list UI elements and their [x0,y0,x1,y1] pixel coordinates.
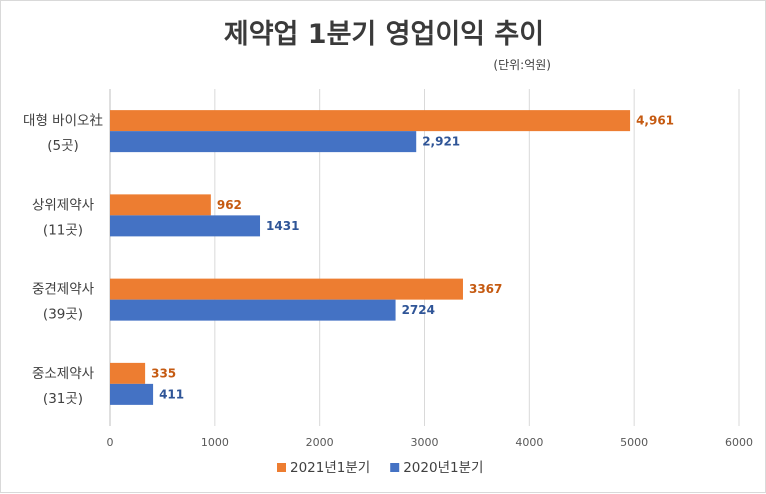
x-tick-label: 6000 [725,436,753,449]
category-label: 대형 바이오社 [23,113,103,129]
data-label: 2724 [402,303,435,317]
data-label: 962 [217,198,242,212]
bar-0-2 [110,278,463,300]
bar-1-3 [110,383,154,405]
legend-label: 2020년1분기 [403,460,483,476]
chart-title: 제약업 1분기 영업이익 추이 [224,19,544,50]
category-label: 중견제약사 [32,282,95,298]
bar-group [110,110,631,405]
bar-1-1 [110,215,261,237]
x-tick-label: 5000 [620,436,648,449]
legend: 2021년1분기 2020년1분기 [277,460,483,476]
x-tick-label: 1000 [201,436,229,449]
data-label: 3367 [469,282,502,296]
x-tick-label: 0 [107,436,114,449]
category-label: 상위제약사 [32,197,95,213]
x-tick-label: 3000 [411,436,439,449]
unit-note: (단위:억원) [493,58,551,72]
category-count-label: (31곳) [43,391,83,407]
legend-label: 2021년1분기 [290,460,370,476]
data-label: 2,921 [422,135,460,149]
legend-swatch [277,463,286,472]
data-label: 411 [159,387,184,401]
data-labels: 4,961 2,921 962 1431 3367 2724 335 411 [151,114,674,402]
bar-1-0 [110,131,417,153]
category-count-label: (11곳) [43,222,83,238]
category-labels: 대형 바이오社 (5곳) 상위제약사 (11곳) 중견제약사 (39곳) 중소제약사 (31곳… [23,113,103,407]
bar-0-1 [110,194,211,216]
bar-0-3 [110,362,146,384]
category-count-label: (39곳) [43,307,83,323]
bar-0-0 [110,110,631,132]
category-label: 중소제약사 [32,366,95,382]
category-count-label: (5곳) [47,138,79,154]
legend-swatch [390,463,400,472]
x-tick-label: 4000 [515,436,543,449]
x-tick-label: 2000 [306,436,334,449]
bar-1-2 [110,299,396,321]
data-label: 4,961 [636,114,674,128]
data-label: 335 [151,366,176,380]
x-axis-ticks: 0 1000 2000 3000 4000 5000 6000 [107,436,754,449]
data-label: 1431 [266,219,299,233]
